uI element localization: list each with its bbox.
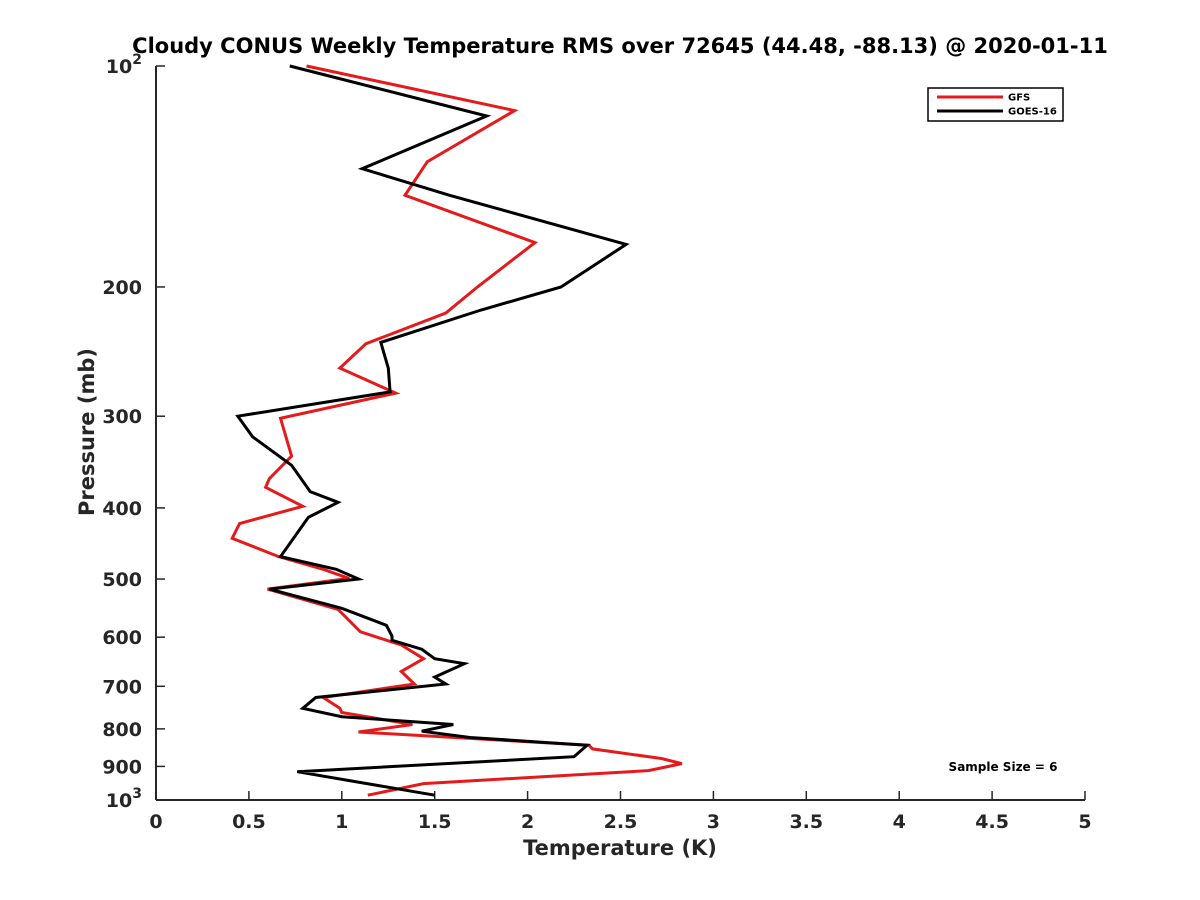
- legend-label: GOES-16: [1008, 107, 1057, 118]
- x-tick-label: 3.5: [789, 811, 823, 833]
- y-tick-label: 102: [106, 52, 142, 78]
- series-line-gfs: [230, 64, 683, 797]
- x-tick-label: 4.5: [975, 811, 1009, 833]
- y-tick-label-base: 800: [102, 719, 142, 741]
- y-tick-label-base: 10: [106, 56, 132, 78]
- y-tick-label-base: 700: [102, 676, 142, 698]
- sample-size-annotation: Sample Size = 6: [949, 760, 1058, 774]
- y-tick-label: 103: [106, 786, 142, 812]
- y-tick-label-base: 600: [102, 627, 142, 649]
- x-tick-label: 1: [335, 811, 348, 833]
- x-tick-label: 3: [707, 811, 720, 833]
- x-tick-label: 0: [149, 811, 162, 833]
- x-tick-label: 2.5: [604, 811, 638, 833]
- y-tick-label-base: 500: [102, 569, 142, 591]
- series-layer: [230, 64, 683, 797]
- y-tick-label: 500: [102, 569, 142, 591]
- series-line-goes-16: [235, 64, 630, 797]
- y-tick-label: 600: [102, 627, 142, 649]
- x-tick-label: 1.5: [418, 811, 452, 833]
- y-tick-label: 700: [102, 676, 142, 698]
- y-tick-label-base: 300: [102, 406, 142, 428]
- y-tick-label: 300: [102, 406, 142, 428]
- y-tick-label-base: 900: [102, 756, 142, 778]
- x-axis-label: Temperature (K): [523, 836, 717, 860]
- chart-title: Cloudy CONUS Weekly Temperature RMS over…: [132, 34, 1108, 58]
- y-tick-label: 400: [102, 498, 142, 520]
- x-tick-label: 0.5: [232, 811, 266, 833]
- y-axis-label: Pressure (mb): [75, 348, 99, 516]
- legend: GFS GOES-16: [927, 87, 1064, 122]
- y-tick-label: 800: [102, 719, 142, 741]
- x-tick-label: 5: [1078, 811, 1091, 833]
- y-tick-label-base: 200: [102, 277, 142, 299]
- x-tick-label: 4: [893, 811, 906, 833]
- y-tick-label-base: 400: [102, 498, 142, 520]
- x-tick-label: 2: [521, 811, 534, 833]
- y-tick-label: 200: [102, 277, 142, 299]
- axes: 0 0.5 1 1.5 2 2.5 3 3.5 4 4.5 51022003004005006007…: [102, 52, 1091, 833]
- legend-label: GFS: [1008, 93, 1030, 104]
- y-tick-label-base: 10: [106, 790, 132, 812]
- y-tick-label: 900: [102, 756, 142, 778]
- y-tick-label-exponent: 2: [132, 52, 142, 68]
- y-tick-label-exponent: 3: [132, 786, 142, 802]
- legend-box: [927, 87, 1064, 122]
